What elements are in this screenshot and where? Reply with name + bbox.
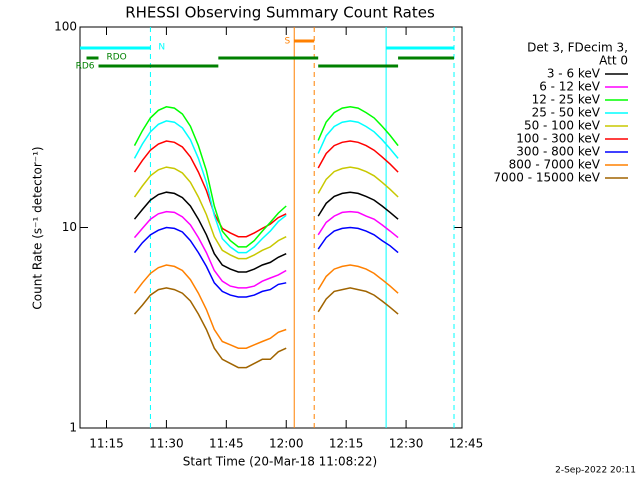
y-tick-label: 10 <box>62 220 77 234</box>
x-tick-label: 11:45 <box>209 437 244 451</box>
flag-label: N <box>158 43 165 53</box>
legend-label: 6 - 12 keV <box>539 80 601 94</box>
legend-label: 7000 - 15000 keV <box>493 171 600 185</box>
chart-title: RHESSI Observing Summary Count Rates <box>125 4 435 22</box>
legend-label: 800 - 7000 keV <box>509 158 601 172</box>
legend-label: 3 - 6 keV <box>547 67 601 81</box>
series-line <box>133 264 399 349</box>
legend-title: Det 3, FDecim 3, <box>527 41 628 55</box>
y-tick-label: 100 <box>54 20 77 34</box>
legend-title: Att 0 <box>599 54 628 68</box>
footer: 2-Sep-2022 20:11 <box>555 466 636 476</box>
series-line <box>133 166 399 260</box>
legend-label: 12 - 25 keV <box>532 93 601 107</box>
x-tick-label: 12:15 <box>329 437 364 451</box>
series-line <box>133 140 399 238</box>
x-tick-label: 12:30 <box>389 437 424 451</box>
y-tick-label: 1 <box>69 421 77 435</box>
series-line <box>133 226 399 298</box>
x-tick-label: 12:45 <box>449 437 484 451</box>
series-line <box>133 106 399 248</box>
series-line <box>133 191 399 273</box>
series-line <box>133 120 399 254</box>
flag-label: S <box>285 37 291 47</box>
x-tick-label: 12:00 <box>269 437 304 451</box>
legend-label: 100 - 300 keV <box>516 132 600 146</box>
series-line <box>133 210 399 289</box>
y-axis-label: Count Rate (s⁻¹ detector⁻¹) <box>31 146 45 309</box>
x-axis-label: Start Time (20-Mar-18 11:08:22) <box>183 455 377 469</box>
legend-label: 300 - 800 keV <box>516 145 600 159</box>
x-tick-label: 11:15 <box>89 437 124 451</box>
legend-label: 25 - 50 keV <box>532 106 601 120</box>
x-tick-label: 11:30 <box>149 437 184 451</box>
flag-label: RDO <box>107 53 127 63</box>
flag-label: RD6 <box>76 62 95 72</box>
legend-label: 50 - 100 keV <box>524 119 601 133</box>
series-line <box>133 287 399 369</box>
